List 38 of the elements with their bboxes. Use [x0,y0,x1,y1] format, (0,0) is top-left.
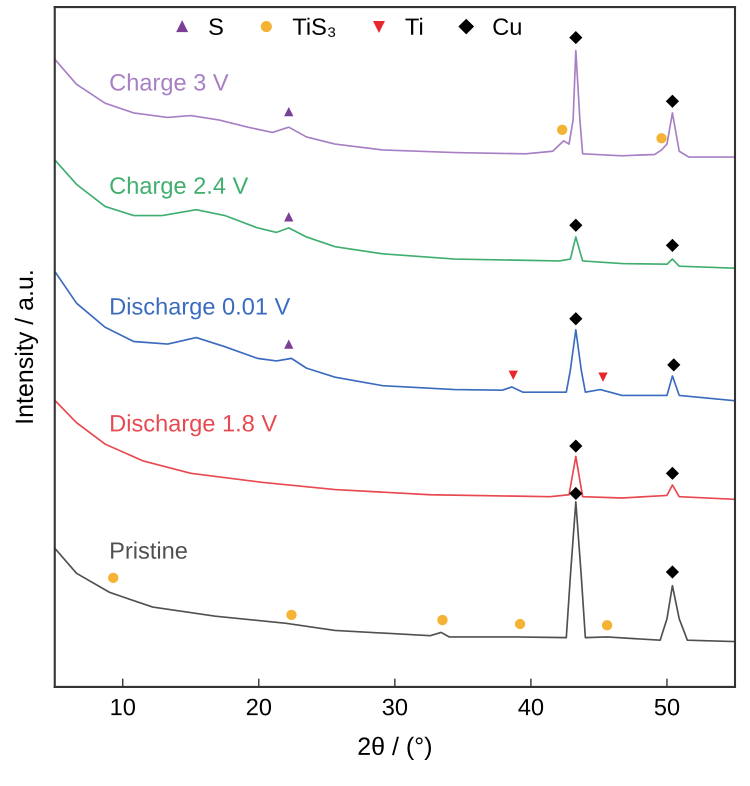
legend-label: Cu [493,18,521,36]
point [569,312,582,326]
x-tick-label: 40 [518,698,544,716]
point [656,133,667,144]
point [508,370,518,380]
point [666,466,680,480]
point [666,565,680,579]
point [286,610,297,620]
legend-label: S [209,18,223,36]
point [284,106,294,116]
point [569,218,582,232]
legend-label: Ti [405,18,422,35]
point [514,618,526,630]
x-tick-label: 20 [246,698,272,716]
series-label: Charge 3 V [110,73,229,96]
series-label: Discharge 0.01 V [111,297,290,320]
series-label: Discharge 1.8 V [111,414,278,436]
point [667,358,680,372]
point [108,572,118,584]
point [569,486,582,500]
y-axis-title: Intensity / a.u. [14,271,38,423]
point [598,372,608,382]
point [569,439,582,453]
series-label: Pristine [111,542,187,559]
point [666,238,680,252]
x-axis-title: 2θ / (°) [358,736,431,760]
series-label: Charge 2.4 V [110,176,248,199]
x-tick-label: 50 [654,698,680,716]
point [602,620,612,630]
point [284,339,294,349]
point [569,31,582,44]
point [666,94,680,108]
point [284,212,294,222]
x-tick-label: 30 [382,698,408,716]
point [437,614,448,626]
legend-label: TiS₃ [292,18,336,37]
point [557,124,568,135]
x-tick-label: 10 [111,698,135,716]
